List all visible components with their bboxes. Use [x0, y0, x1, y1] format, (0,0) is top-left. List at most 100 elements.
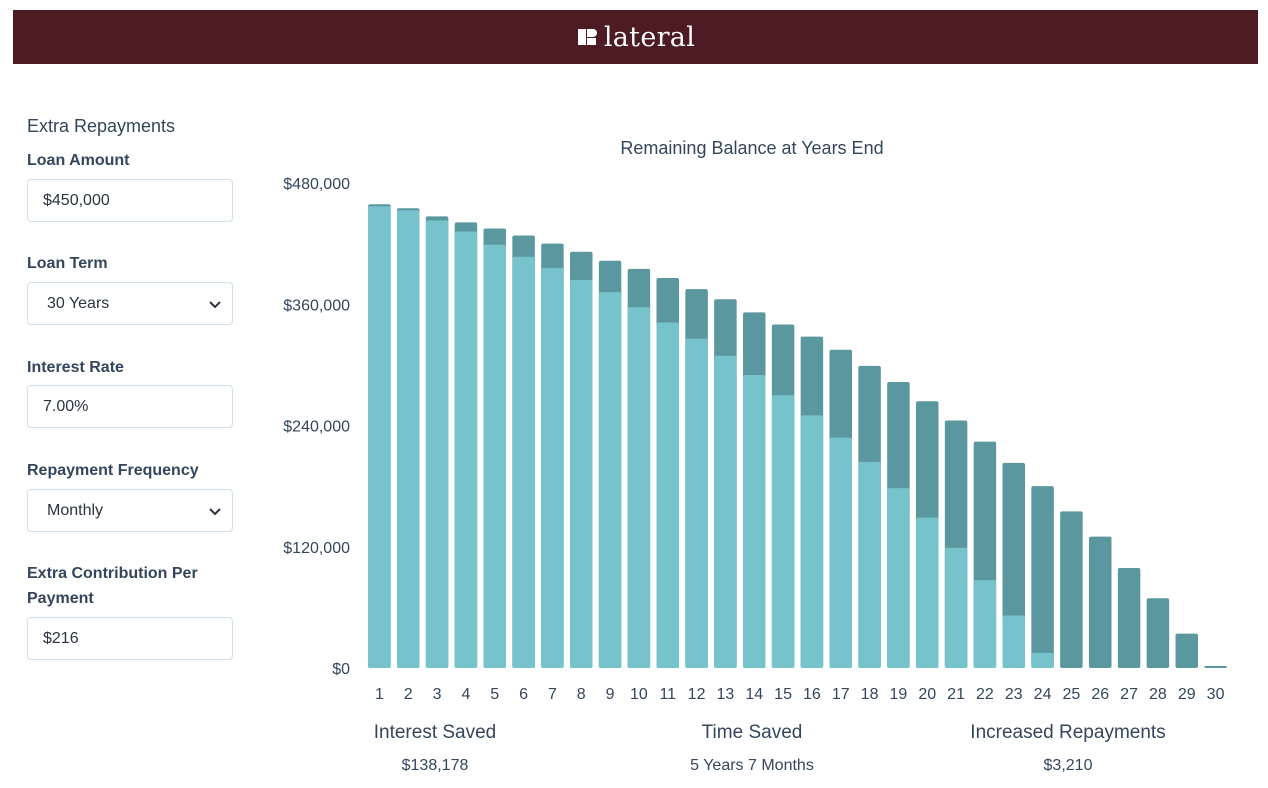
balance-chart: Remaining Balance at Years End $480,000$… [283, 138, 1227, 703]
bar-with-extra-year-12[interactable] [685, 338, 708, 668]
x-tick-label: 10 [630, 686, 648, 703]
interest-saved-value: $138,178 [401, 757, 469, 774]
bar-with-extra-year-7[interactable] [541, 267, 564, 668]
chart-title: Remaining Balance at Years End [620, 138, 883, 158]
interest-rate-input[interactable]: 7.00% [27, 385, 233, 428]
x-tick-label: 19 [890, 686, 908, 703]
x-tick-label: 16 [803, 686, 821, 703]
logo-text: lateral [603, 21, 696, 53]
x-tick-label: 13 [717, 686, 735, 703]
interest-rate-value: 7.00% [43, 397, 89, 415]
header-bar: lateral [13, 10, 1258, 64]
bar-with-extra-year-6[interactable] [512, 256, 535, 668]
y-tick-label: $360,000 [283, 297, 350, 314]
extra-contribution-label-line1: Extra Contribution Per [27, 565, 198, 582]
bar-with-extra-year-4[interactable] [454, 231, 478, 669]
x-tick-label: 2 [404, 686, 413, 703]
bar-without-extra-year-28[interactable] [1146, 598, 1170, 668]
x-tick-label: 4 [461, 686, 470, 703]
bar-with-extra-year-1[interactable] [368, 206, 391, 668]
x-tick-label: 6 [519, 686, 528, 703]
x-tick-label: 15 [774, 686, 792, 703]
repayment-frequency-value: Monthly [47, 501, 104, 519]
extra-contribution-value: $216 [43, 629, 79, 647]
bar-without-extra-year-30[interactable] [1204, 665, 1227, 668]
extra-contribution-label-line2: Payment [27, 590, 94, 607]
y-tick-label: $480,000 [283, 176, 350, 193]
increased-repayments-label: Increased Repayments [970, 722, 1166, 743]
bar-with-extra-year-3[interactable] [425, 220, 449, 668]
x-axis: 1 2 3 4 5 6 7 8 9 10 11 12 13 14 15 16 17 18 19 20 21 22 23 24 2… [375, 686, 1225, 703]
x-tick-label: 14 [745, 686, 763, 703]
bar-with-extra-year-19[interactable] [887, 488, 910, 668]
bar-with-extra-year-10[interactable] [627, 307, 651, 668]
repayment-frequency-select[interactable]: Monthly [27, 489, 233, 532]
bar-without-extra-year-27[interactable] [1117, 567, 1141, 668]
bar-with-extra-year-2[interactable] [397, 210, 420, 668]
x-tick-label: 18 [861, 686, 879, 703]
time-saved-label: Time Saved [701, 722, 803, 743]
bar-with-extra-year-14[interactable] [743, 374, 766, 668]
bar-with-extra-year-17[interactable] [829, 437, 852, 668]
bar-without-extra-year-24[interactable] [1031, 486, 1054, 668]
bar-with-extra-year-15[interactable] [771, 395, 795, 668]
y-axis: $480,000 $360,000 $240,000 $120,000 $0 [283, 176, 350, 678]
x-tick-label: 22 [976, 686, 994, 703]
loan-amount-label: Loan Amount [27, 152, 130, 169]
x-tick-label: 24 [1034, 686, 1052, 703]
loan-amount-input[interactable]: $450,000 [27, 179, 233, 222]
loan-term-select[interactable]: 30 Years [27, 282, 233, 325]
y-tick-label: $120,000 [283, 540, 350, 557]
bar-with-extra-year-13[interactable] [714, 355, 737, 668]
bar-without-extra-year-25[interactable] [1060, 511, 1083, 668]
loan-amount-value: $450,000 [43, 191, 110, 209]
x-tick-label: 11 [659, 686, 676, 703]
bar-with-extra-year-21[interactable] [944, 547, 968, 668]
x-tick-label: 28 [1149, 686, 1167, 703]
repayment-frequency-label: Repayment Frequency [27, 462, 199, 479]
loan-term-label: Loan Term [27, 255, 108, 272]
bar-with-extra-year-24[interactable] [1031, 652, 1054, 668]
x-tick-label: 5 [490, 686, 499, 703]
x-tick-label: 3 [433, 686, 442, 703]
x-tick-label: 17 [832, 686, 850, 703]
bar-group [368, 204, 1227, 669]
bar-with-extra-year-11[interactable] [656, 322, 679, 668]
y-tick-label: $240,000 [283, 419, 350, 436]
x-tick-label: 1 [375, 686, 384, 703]
brand-logo[interactable]: lateral [576, 22, 695, 53]
chevron-down-icon [209, 300, 221, 308]
x-tick-label: 12 [688, 686, 706, 703]
x-tick-label: 26 [1091, 686, 1109, 703]
bar-with-extra-year-16[interactable] [800, 415, 824, 668]
bar-with-extra-year-9[interactable] [598, 292, 622, 668]
x-tick-label: 8 [577, 686, 586, 703]
x-tick-label: 9 [606, 686, 615, 703]
bar-with-extra-year-5[interactable] [483, 244, 506, 668]
extra-contribution-input[interactable]: $216 [27, 617, 233, 660]
lateral-logo-icon [577, 29, 597, 45]
x-tick-label: 27 [1120, 686, 1138, 703]
interest-saved-label: Interest Saved [373, 722, 497, 743]
bar-without-extra-year-26[interactable] [1089, 536, 1112, 668]
bar-without-extra-year-29[interactable] [1175, 633, 1198, 668]
x-tick-label: 30 [1207, 686, 1225, 703]
y-tick-label: $0 [332, 661, 350, 678]
bar-with-extra-year-20[interactable] [916, 517, 939, 668]
x-tick-label: 21 [947, 686, 965, 703]
x-tick-label: 23 [1005, 686, 1023, 703]
loan-term-value: 30 Years [47, 294, 110, 312]
x-tick-label: 7 [548, 686, 557, 703]
time-saved-value: 5 Years 7 Months [690, 757, 814, 774]
panel-title: Extra Repayments [27, 116, 176, 136]
bar-with-extra-year-22[interactable] [973, 580, 997, 668]
bar-with-extra-year-18[interactable] [858, 461, 881, 668]
x-tick-label: 29 [1178, 686, 1196, 703]
x-tick-label: 25 [1063, 686, 1081, 703]
bar-with-extra-year-8[interactable] [570, 280, 593, 668]
bar-with-extra-year-23[interactable] [1002, 615, 1025, 668]
extra-contribution-label: Extra Contribution Per Payment [27, 561, 237, 611]
chevron-down-icon [209, 507, 221, 515]
x-tick-label: 20 [918, 686, 936, 703]
interest-rate-label: Interest Rate [27, 359, 124, 376]
